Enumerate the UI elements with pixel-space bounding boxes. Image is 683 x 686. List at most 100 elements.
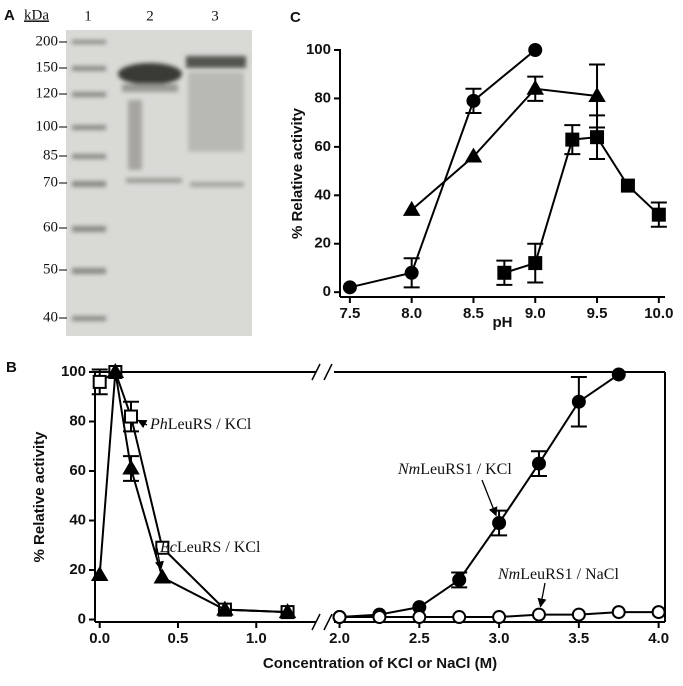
data-point: [651, 605, 666, 620]
x-tick-label: 10.0: [644, 305, 673, 322]
axis-break: [323, 363, 333, 381]
axis-break: [323, 613, 333, 631]
data-point: [216, 600, 234, 616]
x-tick-label: 8.5: [463, 305, 484, 322]
y-tick-label: 100: [306, 41, 331, 58]
data-point: [122, 459, 140, 475]
data-point: [372, 610, 387, 625]
marker-size-label: 85: [43, 147, 58, 163]
x-tick-label: 9.0: [525, 305, 546, 322]
data-point: [526, 79, 544, 95]
series-label: PhLeuRS / KCl: [149, 416, 252, 433]
x-axis-title: pH: [493, 314, 513, 331]
data-point: [412, 610, 427, 625]
data-point: [611, 367, 626, 382]
y-tick-label: 40: [314, 186, 331, 203]
data-point: [404, 265, 419, 280]
y-tick-label: 60: [314, 138, 331, 155]
data-point: [611, 605, 626, 620]
y-tick-label: 40: [69, 511, 86, 528]
marker-size-label: 40: [43, 309, 58, 325]
x-tick-label: 0.5: [168, 630, 189, 647]
data-point: [90, 565, 109, 581]
x-tick-label: 0.0: [89, 630, 110, 647]
data-point: [106, 363, 125, 378]
data-point: [590, 130, 605, 145]
data-point: [531, 456, 546, 471]
y-tick-label: 80: [69, 412, 86, 429]
x-tick-label: 4.0: [648, 630, 669, 647]
data-point: [464, 147, 483, 163]
panel-label: A: [4, 7, 15, 24]
marker-size-label: 70: [43, 174, 58, 190]
chart: C 0 20 40 60 80 100 7.5 8.0 8.5 9.0 9.5 10.0 pH % Rela…: [289, 9, 673, 331]
y-tick-label: 0: [78, 610, 86, 627]
data-point: [466, 93, 481, 108]
lane-label: 2: [146, 8, 154, 24]
data-line: [99, 370, 288, 614]
annotation-arrow: [154, 547, 164, 571]
marker-size-label: 100: [36, 118, 59, 134]
marker-size-label: 200: [36, 33, 59, 49]
x-tick-label: 2.5: [409, 630, 430, 647]
data-point: [528, 256, 543, 271]
data-line: [504, 136, 660, 274]
data-point: [278, 603, 297, 619]
x-tick-label: 7.5: [339, 305, 360, 322]
data-point: [342, 280, 357, 295]
data-point: [124, 409, 139, 424]
data-line: [411, 87, 598, 211]
data-point: [528, 43, 543, 57]
x-tick-label: 8.0: [401, 305, 422, 322]
axis-break: [311, 613, 321, 631]
annotation-arrow: [537, 582, 547, 608]
data-point: [497, 265, 512, 280]
y-tick-label: 100: [61, 363, 86, 380]
data-point: [155, 540, 170, 555]
marker-size-label: 50: [43, 261, 58, 277]
y-tick-label: 80: [314, 89, 331, 106]
data-point: [332, 610, 347, 625]
data-point: [588, 87, 606, 103]
data-line: [98, 371, 288, 614]
data-point: [492, 610, 507, 625]
annotation-arrow: [137, 419, 148, 429]
panel-label: B: [6, 359, 17, 376]
x-tick-label: 2.0: [329, 630, 350, 647]
series-label: EcLeuRS / KCl: [159, 539, 261, 556]
lane-label: 3: [211, 8, 219, 24]
marker-size-label: 60: [43, 219, 58, 235]
data-point: [92, 374, 107, 389]
marker-size-label: 120: [36, 85, 59, 101]
y-axis-title: % Relative activity: [289, 107, 306, 239]
data-point: [620, 178, 635, 193]
data-point: [565, 132, 580, 147]
gel-image: [66, 30, 252, 336]
data-point: [452, 610, 467, 625]
lane-label: 1: [84, 8, 92, 24]
x-tick-label: 3.0: [489, 630, 510, 647]
annotation-arrow: [481, 479, 498, 517]
y-axis-title: % Relative activity: [31, 431, 48, 563]
data-point: [651, 207, 666, 222]
axis-break: [311, 363, 321, 381]
y-tick-label: 0: [323, 283, 331, 300]
series-label: NmLeuRS1 / NaCl: [497, 566, 619, 583]
x-tick-label: 3.5: [568, 630, 589, 647]
x-axis-title: Concentration of KCl or NaCl (M): [263, 655, 497, 672]
data-point: [153, 568, 172, 584]
data-point: [571, 394, 586, 409]
data-line: [349, 49, 536, 289]
series-label: NmLeuRS1 / KCl: [397, 461, 512, 478]
panel-a: 1 2 3 200 150 120 100 85 70 60 50 40: [36, 8, 219, 325]
chart: B 0 20 40 60 80 100 0.0 0.5 1.0 2.0 2.5 3.0 3.5 4.0 Con…: [6, 359, 669, 672]
y-tick-label: 60: [69, 462, 86, 479]
marker-size-label: 150: [36, 59, 59, 75]
panel-label: C: [290, 9, 301, 26]
x-tick-label: 1.0: [246, 630, 267, 647]
data-point: [531, 607, 546, 622]
data-point: [452, 572, 467, 587]
data-point: [571, 607, 586, 622]
